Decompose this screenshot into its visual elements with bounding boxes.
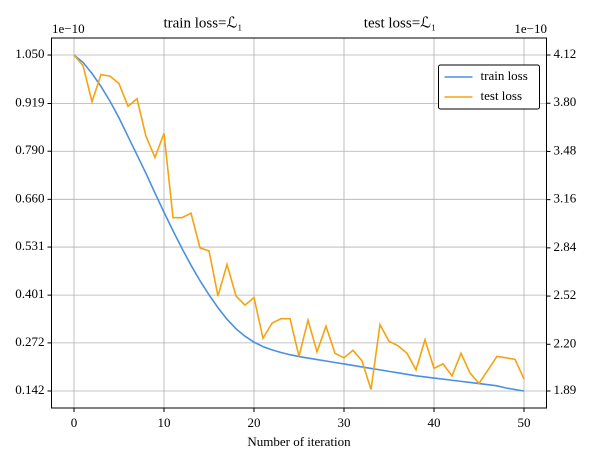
plot-frame [51, 37, 547, 409]
x-tick-label: 50 [518, 415, 531, 430]
series-line [73, 54, 525, 392]
y2-tick-label: 3.80 [554, 94, 577, 109]
y2-tick-label: 2.20 [554, 335, 577, 350]
x-tick-label: 30 [338, 415, 351, 430]
y-tick-label: 0.660 [15, 190, 44, 205]
y-tick-label: 0.531 [15, 238, 44, 253]
x-tick-label: 10 [158, 415, 171, 430]
legend-label: test loss [481, 88, 523, 103]
y2-offset: 1e−10 [514, 21, 547, 36]
y-tick-label: 1.050 [15, 46, 44, 61]
legend-box [438, 64, 540, 110]
chart-title: train loss=ℒ₁ [163, 15, 242, 31]
y2-tick-label: 3.16 [554, 191, 577, 206]
y-tick-label: 0.272 [15, 334, 44, 349]
x-tick-label: 0 [71, 415, 78, 430]
y2-tick-label: 2.84 [554, 239, 577, 254]
x-tick-label: 20 [248, 415, 261, 430]
chart-title: test loss=ℒ₁ [364, 15, 436, 31]
x-tick-label: 40 [428, 415, 441, 430]
y-offset: 1e−10 [52, 21, 85, 36]
y-tick-label: 0.142 [15, 382, 44, 397]
y-tick-label: 0.919 [15, 94, 44, 109]
y2-tick-label: 2.52 [554, 287, 577, 302]
y2-tick-label: 3.48 [554, 142, 577, 157]
y2-tick-label: 1.89 [554, 382, 577, 397]
y-tick-label: 0.790 [15, 142, 44, 157]
x-axis-label: Number of iteration [247, 434, 351, 449]
y-tick-label: 0.401 [15, 286, 44, 301]
y2-tick-label: 4.12 [554, 46, 577, 61]
series-line [73, 54, 525, 390]
legend-label: train loss [481, 68, 528, 83]
